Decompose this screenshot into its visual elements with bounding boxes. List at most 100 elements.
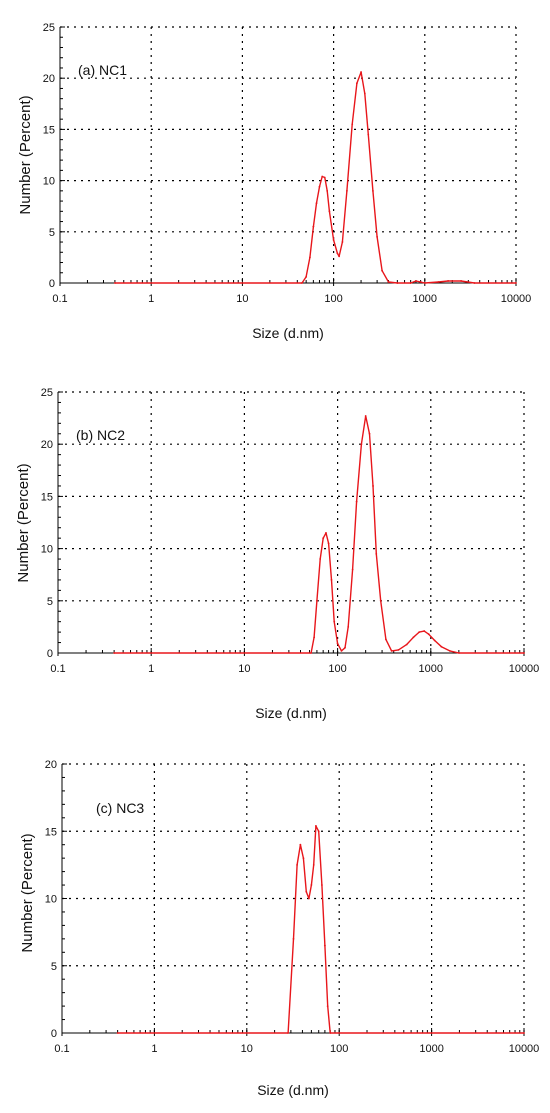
data-point <box>292 937 295 940</box>
data-point <box>447 280 449 282</box>
data-point <box>326 189 329 192</box>
series-line <box>117 825 524 1034</box>
data-point <box>325 532 327 534</box>
y-tick-label: 5 <box>49 227 55 239</box>
data-point <box>113 652 116 654</box>
y-tick-label: 25 <box>41 387 53 399</box>
x-tick-label: 10000 <box>501 293 532 305</box>
data-point <box>346 189 348 192</box>
data-point <box>360 71 362 73</box>
y-tick-label: 10 <box>45 894 57 906</box>
y-tick-label: 25 <box>43 22 55 34</box>
y-tick-label: 5 <box>51 961 57 973</box>
panel-label: (c) NC3 <box>96 800 144 816</box>
data-point <box>523 652 525 654</box>
data-point <box>427 633 430 636</box>
data-point <box>319 558 322 560</box>
x-tick-label: 1 <box>151 1043 157 1055</box>
data-point <box>360 443 363 446</box>
x-axis-title: Size (d.nm) <box>252 325 324 341</box>
data-point <box>299 843 302 846</box>
data-point <box>355 500 358 503</box>
data-point <box>375 552 378 555</box>
data-point <box>473 282 476 284</box>
data-point <box>351 123 354 126</box>
data-point <box>309 256 311 259</box>
y-tick-label: 0 <box>49 278 55 290</box>
data-point <box>409 282 412 284</box>
data-point <box>116 1032 119 1034</box>
data-point <box>460 280 462 282</box>
x-tick-label: 10 <box>241 1043 253 1055</box>
x-tick-label: 1 <box>148 293 154 305</box>
data-point <box>317 830 320 833</box>
y-axis-title: Number (Percent) <box>19 833 36 952</box>
data-point <box>315 824 317 827</box>
data-point <box>379 599 382 602</box>
x-tick-label: 100 <box>330 1043 348 1055</box>
data-point <box>321 175 324 178</box>
data-point <box>323 176 326 179</box>
x-tick-label: 1 <box>148 663 154 675</box>
data-point <box>321 884 323 886</box>
data-point <box>329 1032 332 1034</box>
x-tick-label: 1000 <box>419 1043 443 1055</box>
x-tick-label: 10 <box>238 663 250 675</box>
data-point <box>323 944 326 947</box>
data-point <box>515 282 517 284</box>
data-point <box>372 189 374 192</box>
panel-b-chart: 0.1 1 10 100 1000 10000 0 5 10 15 20 25 Size (d.nm) N… <box>15 387 539 721</box>
data-point <box>457 652 460 654</box>
data-point <box>397 648 400 651</box>
data-point <box>390 650 393 652</box>
x-tick-label: 100 <box>328 663 346 675</box>
data-point <box>440 645 443 648</box>
series-line <box>114 71 516 284</box>
y-tick-label: 0 <box>51 1028 57 1040</box>
data-point <box>287 1032 290 1034</box>
data-point <box>368 432 371 435</box>
data-point <box>316 599 318 602</box>
data-point <box>405 643 408 646</box>
data-point <box>437 281 440 283</box>
data-point <box>340 650 343 652</box>
y-tick-label: 20 <box>41 439 53 451</box>
data-point <box>418 631 421 634</box>
data-point <box>312 863 315 866</box>
data-point <box>336 642 339 645</box>
data-point <box>338 255 341 258</box>
x-tick-label: 10 <box>236 293 248 305</box>
data-point <box>355 82 358 85</box>
panel-label: (a) NC1 <box>78 62 127 78</box>
data-point <box>381 269 383 272</box>
data-point <box>523 1032 525 1034</box>
panel-label: (b) NC2 <box>76 427 125 443</box>
data-point <box>310 884 313 886</box>
x-tick-label: 10000 <box>509 663 540 675</box>
y-tick-label: 15 <box>43 124 55 136</box>
x-axis-title: Size (d.nm) <box>255 705 327 721</box>
y-tick-label: 10 <box>43 176 55 188</box>
data-point <box>330 579 333 581</box>
data-point <box>305 275 308 278</box>
data-point <box>351 568 354 571</box>
y-axis-title: Number (Percent) <box>17 95 34 214</box>
data-point <box>312 225 315 228</box>
data-point <box>336 252 339 255</box>
data-point <box>387 281 390 283</box>
data-point <box>385 638 387 641</box>
data-point <box>363 92 366 95</box>
panel-a-chart: 0.1 1 10 100 1000 10000 0 5 10 15 20 25 Size (d.nm) N… <box>17 22 531 341</box>
data-point <box>302 857 305 860</box>
series-line <box>114 415 524 654</box>
data-point <box>367 133 370 136</box>
data-point <box>364 415 367 417</box>
y-tick-label: 20 <box>43 73 55 85</box>
data-point <box>341 241 344 243</box>
data-point <box>332 239 335 241</box>
data-point <box>396 282 399 284</box>
data-point <box>415 280 417 282</box>
data-point <box>423 282 426 284</box>
data-point <box>305 890 308 893</box>
